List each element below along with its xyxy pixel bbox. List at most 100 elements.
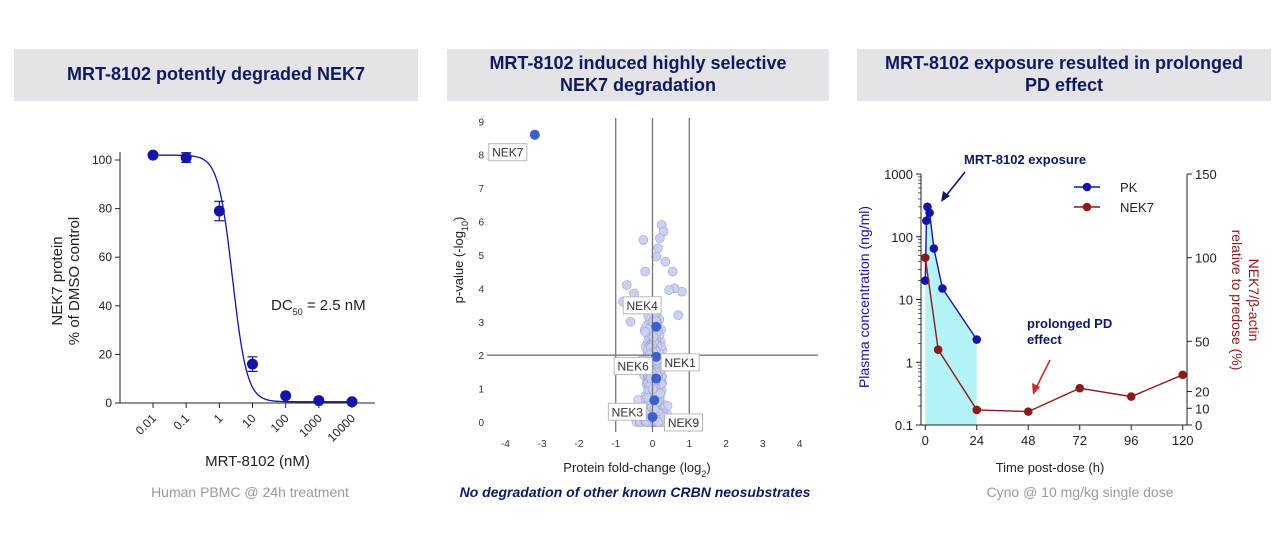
chart1-data-point	[280, 390, 292, 402]
chart2-protein-point	[673, 310, 684, 320]
chart3-x-tick-label: 24	[970, 433, 984, 448]
chart2-protein-point	[648, 331, 659, 342]
panel3-title-bar: MRT-8102 exposure resulted in prolonged …	[857, 49, 1271, 101]
chart3-x-tick-label: 120	[1172, 433, 1194, 448]
chart1-data-point	[313, 395, 325, 407]
chart3-pd-annotation-line2: effect	[1027, 332, 1062, 347]
chart3-point-nek7	[1126, 392, 1136, 401]
chart1-y-tick-label: 20	[99, 347, 113, 361]
panel1-caption: Human PBMC @ 24h treatment	[151, 484, 349, 500]
chart3-left-tick-label: 1000	[884, 167, 913, 182]
chart3-point-pk	[922, 216, 931, 226]
chart2-y-tick-label: 2	[478, 351, 484, 362]
chart2-protein-point	[664, 285, 674, 295]
chart2-y-tick-label: 9	[478, 117, 484, 128]
chart2-x-tick-label: 4	[797, 439, 803, 450]
chart3-right-tick-label: 150	[1195, 167, 1217, 182]
chart2-y-tick-label: 1	[478, 385, 484, 396]
chart3-legend-marker	[1082, 202, 1092, 212]
chart1-x-axis-label: MRT-8102 (nM)	[205, 453, 310, 470]
chart3-point-nek7	[1023, 407, 1033, 416]
chart2-protein-point	[651, 251, 661, 262]
chart2-label-nek4: NEK4	[626, 299, 658, 313]
chart3-pd-annotation-line1: prolonged PD	[1027, 316, 1112, 331]
chart3-legend-label-pk: PK	[1120, 180, 1138, 195]
panel1-title: MRT-8102 potently degraded NEK7	[66, 64, 366, 85]
chart3-point-pk	[938, 284, 947, 293]
chart2-protein-point	[653, 243, 663, 254]
chart3-point-pk	[929, 244, 939, 253]
chart2-label-box	[622, 296, 662, 315]
panel3-caption: Cyno @ 10 mg/kg single dose	[986, 484, 1174, 500]
chart1-x-tick-label: 10000	[325, 411, 359, 445]
panel1-title-bar: MRT-8102 potently degraded NEK7	[14, 49, 418, 101]
chart3-point-nek7	[1178, 370, 1188, 380]
chart3-x-axis-label: Time post-dose (h)	[996, 460, 1105, 475]
chart2-y-tick-label: 0	[478, 418, 484, 429]
chart3-point-nek7	[1075, 383, 1085, 393]
chart2-y-tick-label: 7	[478, 184, 484, 195]
chart2-protein-point	[625, 316, 636, 327]
chart2-x-tick-label: 1	[686, 439, 692, 450]
chart1-x-tick-label: 10	[239, 411, 259, 431]
chart2-y-tick-label: 6	[478, 218, 484, 229]
chart3-x-tick-label: 0	[922, 433, 929, 448]
panel2-caption: No degradation of other known CRBN neosu…	[459, 484, 811, 500]
chart1-y-tick-label: 80	[99, 202, 113, 216]
chart2-y-tick-label: 5	[478, 251, 484, 262]
chart3-exposure-area	[925, 206, 977, 425]
chart3-x-tick-label: 96	[1124, 433, 1138, 448]
chart2-y-axis-label: p-value (-log10)	[451, 217, 470, 304]
chart2-label-box	[613, 357, 653, 376]
chart1-data-point	[346, 396, 358, 408]
chart3-x-tick-label: 48	[1021, 433, 1035, 448]
chart1-data-point	[247, 358, 258, 370]
chart2-highlight-point-nek6	[651, 373, 662, 384]
chart1-y-axis-label: NEK7 protein% of DMSO control	[49, 217, 83, 345]
chart3-left-tick-label: 10	[899, 293, 913, 308]
chart2-highlight-point-nek3	[649, 395, 660, 406]
chart3-exposure-arrowhead	[941, 191, 950, 202]
chart3-point-nek7	[933, 345, 943, 355]
chart2-label-nek3: NEK3	[612, 405, 644, 419]
chart3-point-nek7	[972, 405, 982, 415]
chart2-y-tick-label: 4	[478, 284, 484, 295]
chart2-highlight-point-nek1	[651, 351, 662, 362]
panel3-title-line1: MRT-8102 exposure resulted in prolonged	[884, 53, 1244, 74]
panel2-title-line1: MRT-8102 induced highly selective	[489, 53, 787, 74]
chart2-protein-point	[667, 266, 678, 277]
chart3-right-axis-label: NEK7/β-actinrelative to predose (%)	[1229, 230, 1262, 371]
chart2-label-nek6: NEK6	[617, 360, 649, 374]
chart3-legend-marker	[1082, 182, 1092, 192]
chart3-left-tick-label: 1	[906, 355, 913, 370]
chart2-label-box	[664, 413, 703, 432]
chart3-right-tick-label: 100	[1195, 251, 1217, 266]
chart1-x-tick-label: 1	[211, 411, 226, 426]
chart2-x-tick-label: 2	[723, 439, 729, 450]
chart3-right-tick-label: 50	[1195, 334, 1209, 349]
chart2-label-nek1: NEK1	[664, 356, 696, 370]
chart1-dc50-annotation: DC50 = 2.5 nM	[271, 297, 366, 317]
chart2-label-nek7: NEK7	[492, 146, 524, 160]
panel2-title-bar: MRT-8102 induced highly selective NEK7 d…	[447, 49, 829, 101]
chart3-pd-arrow	[1035, 359, 1051, 389]
chart2-protein-point	[655, 388, 666, 399]
chart2-x-tick-label: -4	[501, 439, 510, 450]
chart1-data-point	[180, 152, 192, 164]
chart1-data-point	[147, 149, 159, 161]
chart1-y-tick-label: 100	[92, 153, 112, 167]
chart1-x-tick-label: 100	[268, 411, 292, 435]
chart2-y-tick-label: 3	[478, 318, 484, 329]
chart2-protein-point	[638, 235, 649, 245]
chart2-x-axis-label: Protein fold-change (log2)	[563, 460, 710, 479]
chart3-exposure-annotation: MRT-8102 exposure	[964, 152, 1086, 167]
chart2-x-tick-label: -1	[611, 439, 620, 450]
chart3-left-tick-label: 0.1	[895, 418, 913, 433]
chart3-point-pk	[972, 335, 982, 344]
chart2-protein-point	[655, 233, 665, 244]
chart3-x-tick-label: 72	[1073, 433, 1087, 448]
chart3-legend-label-nek7: NEK7	[1120, 200, 1154, 215]
chart3-right-tick-label: 20	[1195, 385, 1209, 400]
chart2-x-tick-label: 3	[760, 439, 766, 450]
